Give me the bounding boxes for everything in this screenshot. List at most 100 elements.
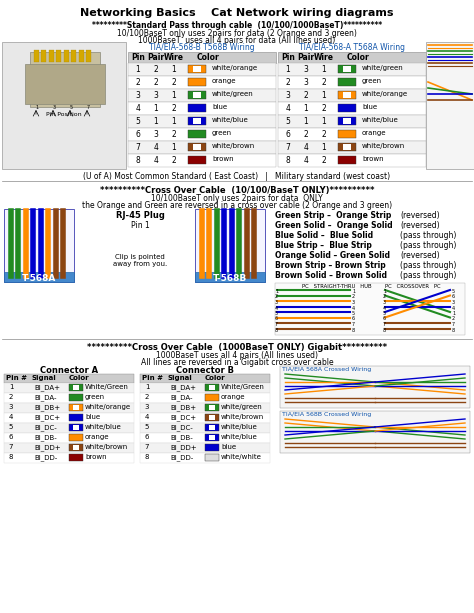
Bar bbox=[205, 404, 219, 411]
Bar bbox=[4, 272, 74, 282]
Text: 1000BaseT  uses all 4 pairs for data (All lines used): 1000BaseT uses all 4 pairs for data (All… bbox=[138, 36, 336, 45]
Text: BI_DB-: BI_DB- bbox=[34, 434, 57, 441]
Text: T-568A: T-568A bbox=[22, 274, 56, 283]
Text: green: green bbox=[212, 130, 232, 136]
Text: 1: 1 bbox=[352, 289, 355, 294]
Text: 2: 2 bbox=[322, 130, 327, 139]
Bar bbox=[69, 384, 83, 391]
Text: 2: 2 bbox=[322, 156, 327, 165]
Text: T-568B: T-568B bbox=[213, 274, 247, 283]
Text: white/orange: white/orange bbox=[85, 404, 131, 410]
Text: 8: 8 bbox=[9, 454, 13, 460]
Bar bbox=[209, 415, 215, 420]
Bar bbox=[4, 453, 134, 463]
Text: orange: orange bbox=[221, 394, 246, 400]
Bar bbox=[205, 394, 219, 401]
Bar bbox=[209, 405, 215, 410]
Bar bbox=[278, 89, 426, 102]
Bar bbox=[4, 423, 134, 433]
Text: PC   CROSSOVER   PC: PC CROSSOVER PC bbox=[385, 284, 441, 289]
Text: (pass through): (pass through) bbox=[400, 261, 456, 270]
Bar bbox=[278, 76, 426, 89]
Bar bbox=[140, 383, 270, 393]
Text: 1: 1 bbox=[275, 289, 278, 294]
Text: BI_DA-: BI_DA- bbox=[170, 394, 192, 401]
Text: Networking Basics    Cat Network wiring diagrams: Networking Basics Cat Network wiring dia… bbox=[80, 8, 394, 18]
Bar bbox=[188, 130, 206, 138]
Text: 8: 8 bbox=[145, 454, 149, 460]
Text: white/blue: white/blue bbox=[85, 424, 122, 430]
Text: PC   STRAIGHT-THRU   HUB: PC STRAIGHT-THRU HUB bbox=[302, 284, 372, 289]
Bar bbox=[128, 63, 276, 76]
Text: 2: 2 bbox=[322, 104, 327, 113]
Text: Color: Color bbox=[346, 53, 369, 62]
Text: 3: 3 bbox=[383, 300, 386, 305]
Bar bbox=[188, 117, 206, 125]
Text: 2: 2 bbox=[383, 294, 386, 300]
Text: Green Solid –  Orange Solid: Green Solid – Orange Solid bbox=[275, 221, 392, 230]
Bar bbox=[25, 64, 105, 104]
Text: 5: 5 bbox=[275, 311, 278, 316]
Text: 7: 7 bbox=[9, 444, 13, 450]
Bar bbox=[193, 92, 201, 98]
Bar bbox=[30, 52, 100, 107]
Text: BI_DB+: BI_DB+ bbox=[170, 404, 196, 411]
Text: Pair: Pair bbox=[298, 53, 315, 62]
Text: 5: 5 bbox=[285, 117, 291, 126]
Text: the Orange and Green are reversed in a cross over cable (2 Orange and 3 green): the Orange and Green are reversed in a c… bbox=[82, 201, 392, 210]
Bar bbox=[193, 66, 201, 72]
Text: 6: 6 bbox=[275, 316, 278, 321]
Text: TIA/EIA 568A Crossed Wiring: TIA/EIA 568A Crossed Wiring bbox=[282, 367, 371, 372]
Text: 3: 3 bbox=[303, 78, 309, 87]
Text: BI_DA+: BI_DA+ bbox=[170, 384, 196, 390]
Bar bbox=[64, 50, 69, 62]
Bar bbox=[73, 405, 79, 410]
Text: BI_DD+: BI_DD+ bbox=[34, 444, 61, 451]
Text: BI_DA-: BI_DA- bbox=[34, 394, 56, 401]
Text: white/brown: white/brown bbox=[85, 444, 128, 450]
Text: 1: 1 bbox=[154, 104, 158, 113]
Bar bbox=[209, 425, 215, 430]
Text: 3: 3 bbox=[136, 91, 140, 100]
Bar bbox=[73, 425, 79, 430]
Text: 1: 1 bbox=[452, 311, 455, 316]
Bar bbox=[4, 393, 134, 403]
Text: 4: 4 bbox=[275, 305, 278, 311]
Text: 3: 3 bbox=[352, 300, 355, 305]
Text: white/brown: white/brown bbox=[362, 143, 405, 149]
Text: Pin: Pin bbox=[131, 53, 145, 62]
Text: 2: 2 bbox=[352, 294, 355, 300]
Text: 6: 6 bbox=[383, 316, 386, 321]
Text: 7: 7 bbox=[383, 322, 386, 327]
Text: white/blue: white/blue bbox=[212, 117, 249, 123]
Text: 5: 5 bbox=[383, 311, 386, 316]
Text: Blue Solid –  Blue Solid: Blue Solid – Blue Solid bbox=[275, 231, 373, 240]
Bar bbox=[205, 424, 219, 431]
Text: 1: 1 bbox=[304, 117, 309, 126]
Text: RJ-45 Plug: RJ-45 Plug bbox=[116, 211, 164, 220]
Text: BI_DD-: BI_DD- bbox=[34, 454, 57, 461]
Bar bbox=[86, 50, 91, 62]
Bar bbox=[79, 50, 84, 62]
Text: Clip is pointed
away from you.: Clip is pointed away from you. bbox=[113, 254, 167, 267]
Text: blue: blue bbox=[221, 444, 236, 450]
Text: 4: 4 bbox=[154, 143, 158, 152]
Text: 5: 5 bbox=[452, 289, 455, 294]
Bar bbox=[280, 366, 470, 408]
Text: 7: 7 bbox=[136, 143, 140, 152]
Text: 3: 3 bbox=[145, 404, 149, 410]
Text: White/Green: White/Green bbox=[85, 384, 129, 390]
Text: Color: Color bbox=[205, 375, 226, 381]
Text: BI_DC-: BI_DC- bbox=[170, 424, 193, 431]
Text: 5: 5 bbox=[136, 117, 140, 126]
Bar bbox=[343, 118, 351, 124]
Bar bbox=[188, 104, 206, 112]
Bar bbox=[140, 374, 270, 383]
Bar bbox=[205, 454, 219, 461]
Text: (reversed): (reversed) bbox=[400, 211, 439, 220]
Text: 6: 6 bbox=[352, 316, 355, 321]
Text: 1: 1 bbox=[322, 91, 327, 100]
Text: 10/100BaseT only uses 2pairs for data  ONLY: 10/100BaseT only uses 2pairs for data ON… bbox=[151, 194, 323, 203]
Bar bbox=[188, 78, 206, 86]
Text: 1: 1 bbox=[9, 384, 13, 390]
